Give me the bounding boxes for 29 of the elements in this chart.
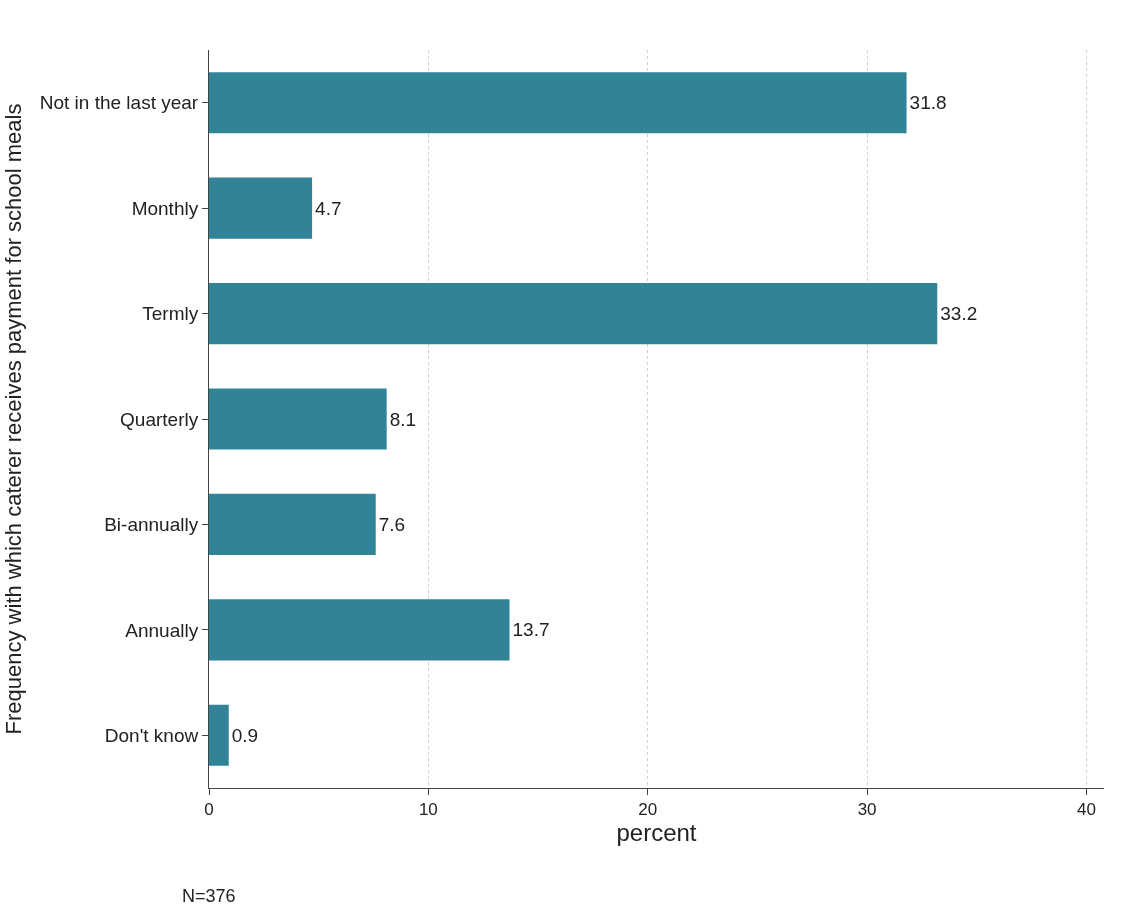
- bar: [209, 388, 387, 450]
- bar: [209, 283, 938, 345]
- data-label: 33.2: [940, 303, 978, 325]
- bar: [209, 177, 313, 239]
- x-tick-label: 20: [638, 800, 658, 820]
- y-tick-label: Not in the last year: [39, 92, 199, 114]
- y-tick-label: Monthly: [131, 197, 199, 219]
- x-tick-label: 10: [418, 800, 438, 820]
- data-label: 8.1: [389, 408, 417, 430]
- y-axis-title: Frequency with which caterer receives payment for school meals: [0, 103, 26, 735]
- bar: [209, 72, 907, 134]
- text: N=376: [182, 886, 236, 906]
- x-tick-label: 40: [1076, 800, 1096, 820]
- x-axis-title: percent: [616, 819, 697, 847]
- data-label: 4.7: [315, 197, 342, 219]
- data-label: 7.6: [378, 513, 406, 535]
- y-tick-label: Annually: [125, 619, 199, 641]
- y-tick-label: Bi-annually: [104, 514, 199, 536]
- x-tick-label: 0: [204, 800, 214, 820]
- y-tick-label: Termly: [142, 303, 199, 325]
- data-label: 31.8: [909, 92, 947, 114]
- bar: [209, 599, 510, 661]
- y-tick-label: Quarterly: [120, 408, 199, 430]
- bar: [209, 493, 376, 555]
- data-label: 13.7: [512, 619, 550, 641]
- x-tick-label: 30: [857, 800, 877, 820]
- y-tick-label: Don't know: [104, 724, 199, 746]
- data-label: 0.9: [231, 724, 259, 746]
- bar: [209, 704, 229, 766]
